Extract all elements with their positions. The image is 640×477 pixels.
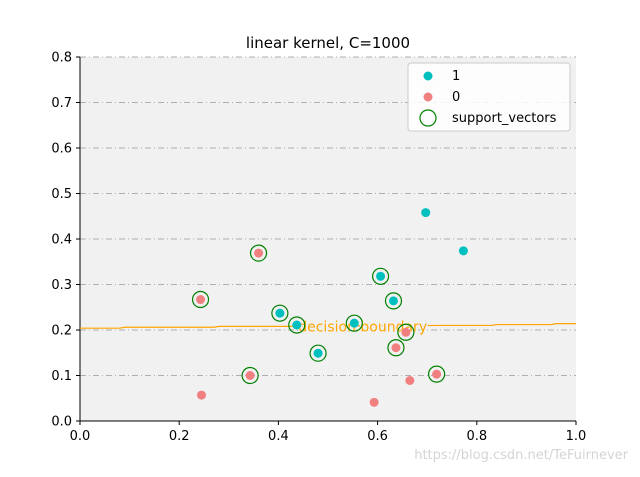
support-vector-marker xyxy=(371,267,390,285)
legend-marker-support-vectors xyxy=(419,109,437,127)
y-tick-label: 0.4 xyxy=(51,233,72,248)
legend-box xyxy=(407,62,571,132)
data-point-class-1 xyxy=(421,208,431,218)
data-point-class-0 xyxy=(245,371,255,380)
y-tick-label: 0.3 xyxy=(51,278,72,293)
legend-label-0: 0 xyxy=(452,90,460,105)
support-vector-marker xyxy=(249,244,268,262)
y-tick-label: 0.5 xyxy=(51,187,72,202)
y-tick-label: 0.7 xyxy=(51,96,72,111)
x-tick-group: 0.0 0.2 0.4 0.6 0.8 1.0 xyxy=(70,421,587,444)
data-point-class-1 xyxy=(388,296,398,306)
data-point-class-0 xyxy=(405,376,415,386)
data-point-class-0 xyxy=(369,397,379,407)
data-point-class-1 xyxy=(275,308,285,318)
data-point-class-0 xyxy=(197,390,207,400)
y-tick-label: 0.8 xyxy=(51,51,72,66)
data-point-class-1 xyxy=(313,348,323,358)
data-point-class-1 xyxy=(292,320,302,330)
legend-marker-1 xyxy=(423,71,433,81)
chart-title: linear kernel, C=1000 xyxy=(246,34,410,52)
y-tick-label: 0.1 xyxy=(51,369,72,384)
x-tick-label: 0.2 xyxy=(169,429,190,444)
support-vector-marker xyxy=(309,344,327,362)
data-point-class-1 xyxy=(458,246,468,256)
x-tick-label: 0.4 xyxy=(268,429,289,444)
support-vector-marker xyxy=(387,339,405,357)
x-tick-label: 0.0 xyxy=(70,429,91,444)
y-tick-label: 0.2 xyxy=(51,324,72,339)
support-vector-marker xyxy=(271,304,289,322)
x-tick-label: 1.0 xyxy=(566,429,587,444)
data-point-class-0 xyxy=(254,248,264,258)
support-vector-marker xyxy=(428,365,446,383)
legend-label-1: 1 xyxy=(452,69,460,84)
legend-marker-0 xyxy=(423,92,433,102)
support-vector-marker xyxy=(241,366,259,385)
support-vector-markers xyxy=(191,244,446,385)
support-vector-marker xyxy=(191,290,210,309)
data-points xyxy=(196,208,468,407)
x-tick-label: 0.6 xyxy=(367,429,388,444)
data-point-class-0 xyxy=(196,295,206,305)
data-point-class-1 xyxy=(376,271,386,281)
decision-boundary-line xyxy=(80,323,576,329)
data-point-class-1 xyxy=(349,318,359,328)
data-point-class-0 xyxy=(432,369,442,379)
legend: 1 0 support_vectors xyxy=(407,62,571,132)
legend-label-support-vectors: support_vectors xyxy=(452,111,557,126)
support-vector-marker xyxy=(397,323,415,341)
watermark: https://blog.csdn.net/TeFuirnever xyxy=(414,448,628,463)
y-tick-group: 0.0 0.1 0.2 0.3 0.4 0.5 0.6 0.7 0.8 xyxy=(51,51,80,430)
support-vector-marker xyxy=(345,314,363,332)
data-point-class-0 xyxy=(401,327,411,337)
data-point-class-0 xyxy=(391,343,401,353)
y-tick-label: 0.0 xyxy=(51,415,72,430)
decision-boundary-label: decision boundary xyxy=(298,319,427,335)
grid-lines xyxy=(80,56,576,376)
x-tick-label: 0.8 xyxy=(466,429,487,444)
y-tick-label: 0.6 xyxy=(51,142,72,157)
decision-boundary-group: decision boundary xyxy=(80,318,576,337)
support-vector-marker xyxy=(384,292,403,310)
support-vector-marker xyxy=(288,316,306,334)
